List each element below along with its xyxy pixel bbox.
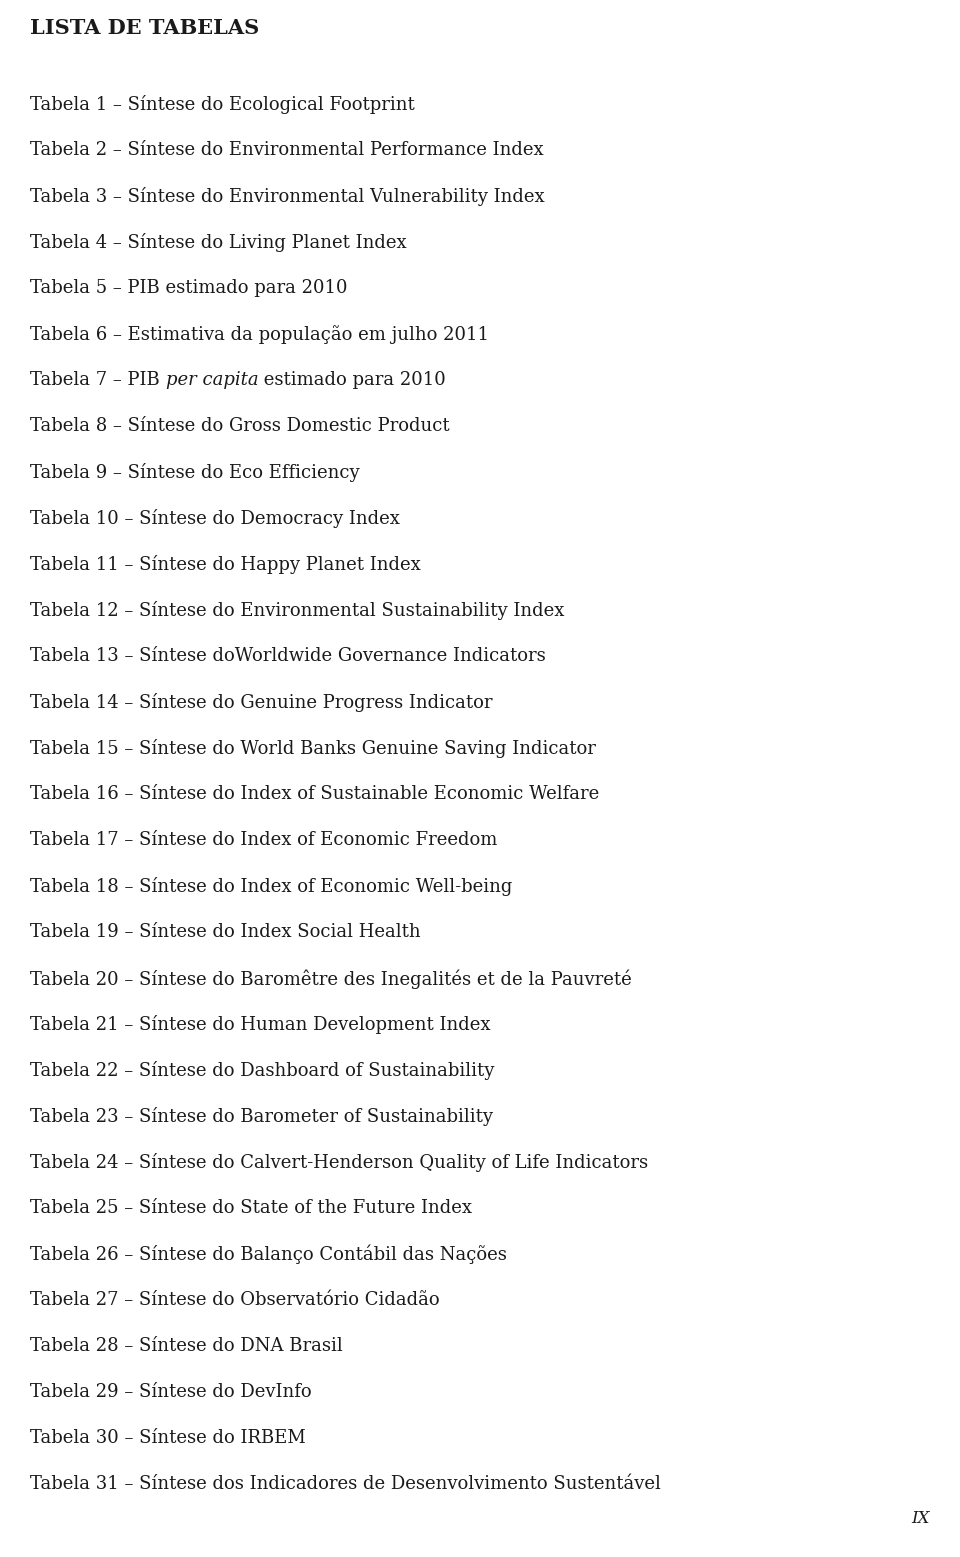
Text: Tabela 30 – Síntese do IRBEM: Tabela 30 – Síntese do IRBEM [30, 1429, 305, 1446]
Text: Tabela 8 – Síntese do Gross Domestic Product: Tabela 8 – Síntese do Gross Domestic Pro… [30, 417, 449, 434]
Text: Tabela 2 – Síntese do Environmental Performance Index: Tabela 2 – Síntese do Environmental Perf… [30, 142, 543, 159]
Text: Tabela 26 – Síntese do Balanço Contábil das Nações: Tabela 26 – Síntese do Balanço Contábil … [30, 1246, 507, 1264]
Text: Tabela 10 – Síntese do Democracy Index: Tabela 10 – Síntese do Democracy Index [30, 509, 400, 528]
Text: Tabela 22 – Síntese do Dashboard of Sustainability: Tabela 22 – Síntese do Dashboard of Sust… [30, 1060, 494, 1081]
Text: Tabela 23 – Síntese do Barometer of Sustainability: Tabela 23 – Síntese do Barometer of Sust… [30, 1107, 493, 1126]
Text: Tabela 14 – Síntese do Genuine Progress Indicator: Tabela 14 – Síntese do Genuine Progress … [30, 693, 492, 712]
Text: Tabela 7 – PIB: Tabela 7 – PIB [30, 371, 165, 389]
Text: Tabela 19 – Síntese do Index Social Health: Tabela 19 – Síntese do Index Social Heal… [30, 923, 420, 940]
Text: Tabela 31 – Síntese dos Indicadores de Desenvolvimento Sustentável: Tabela 31 – Síntese dos Indicadores de D… [30, 1474, 660, 1493]
Text: Tabela 11 – Síntese do Happy Planet Index: Tabela 11 – Síntese do Happy Planet Inde… [30, 554, 420, 575]
Text: Tabela 9 – Síntese do Eco Efficiency: Tabela 9 – Síntese do Eco Efficiency [30, 462, 360, 483]
Text: Tabela 25 – Síntese do State of the Future Index: Tabela 25 – Síntese do State of the Futu… [30, 1199, 472, 1218]
Text: Tabela 18 – Síntese do Index of Economic Well-being: Tabela 18 – Síntese do Index of Economic… [30, 877, 513, 895]
Text: Tabela 13 – Síntese doWorldwide Governance Indicators: Tabela 13 – Síntese doWorldwide Governan… [30, 648, 545, 665]
Text: Tabela 27 – Síntese do Observatório Cidadão: Tabela 27 – Síntese do Observatório Cida… [30, 1291, 440, 1309]
Text: IX: IX [911, 1510, 930, 1527]
Text: Tabela 21 – Síntese do Human Development Index: Tabela 21 – Síntese do Human Development… [30, 1015, 491, 1034]
Text: Tabela 15 – Síntese do World Banks Genuine Saving Indicator: Tabela 15 – Síntese do World Banks Genui… [30, 740, 596, 758]
Text: Tabela 16 – Síntese do Index of Sustainable Economic Welfare: Tabela 16 – Síntese do Index of Sustaina… [30, 785, 599, 803]
Text: Tabela 3 – Síntese do Environmental Vulnerability Index: Tabela 3 – Síntese do Environmental Vuln… [30, 187, 544, 206]
Text: Tabela 20 – Síntese do Baromêtre des Inegalités et de la Pauvreté: Tabela 20 – Síntese do Baromêtre des Ine… [30, 968, 632, 989]
Text: Tabela 4 – Síntese do Living Planet Index: Tabela 4 – Síntese do Living Planet Inde… [30, 234, 407, 252]
Text: per capita: per capita [165, 371, 258, 389]
Text: Tabela 28 – Síntese do DNA Brasil: Tabela 28 – Síntese do DNA Brasil [30, 1337, 343, 1355]
Text: estimado para 2010: estimado para 2010 [258, 371, 445, 389]
Text: Tabela 5 – PIB estimado para 2010: Tabela 5 – PIB estimado para 2010 [30, 279, 348, 297]
Text: LISTA DE TABELAS: LISTA DE TABELAS [30, 19, 259, 37]
Text: Tabela 29 – Síntese do DevInfo: Tabela 29 – Síntese do DevInfo [30, 1383, 312, 1401]
Text: Tabela 24 – Síntese do Calvert-Henderson Quality of Life Indicators: Tabela 24 – Síntese do Calvert-Henderson… [30, 1154, 648, 1172]
Text: Tabela 6 – Estimativa da população em julho 2011: Tabela 6 – Estimativa da população em ju… [30, 325, 489, 344]
Text: Tabela 1 – Síntese do Ecological Footprint: Tabela 1 – Síntese do Ecological Footpri… [30, 95, 415, 114]
Text: Tabela 17 – Síntese do Index of Economic Freedom: Tabela 17 – Síntese do Index of Economic… [30, 831, 497, 849]
Text: Tabela 12 – Síntese do Environmental Sustainability Index: Tabela 12 – Síntese do Environmental Sus… [30, 601, 564, 620]
